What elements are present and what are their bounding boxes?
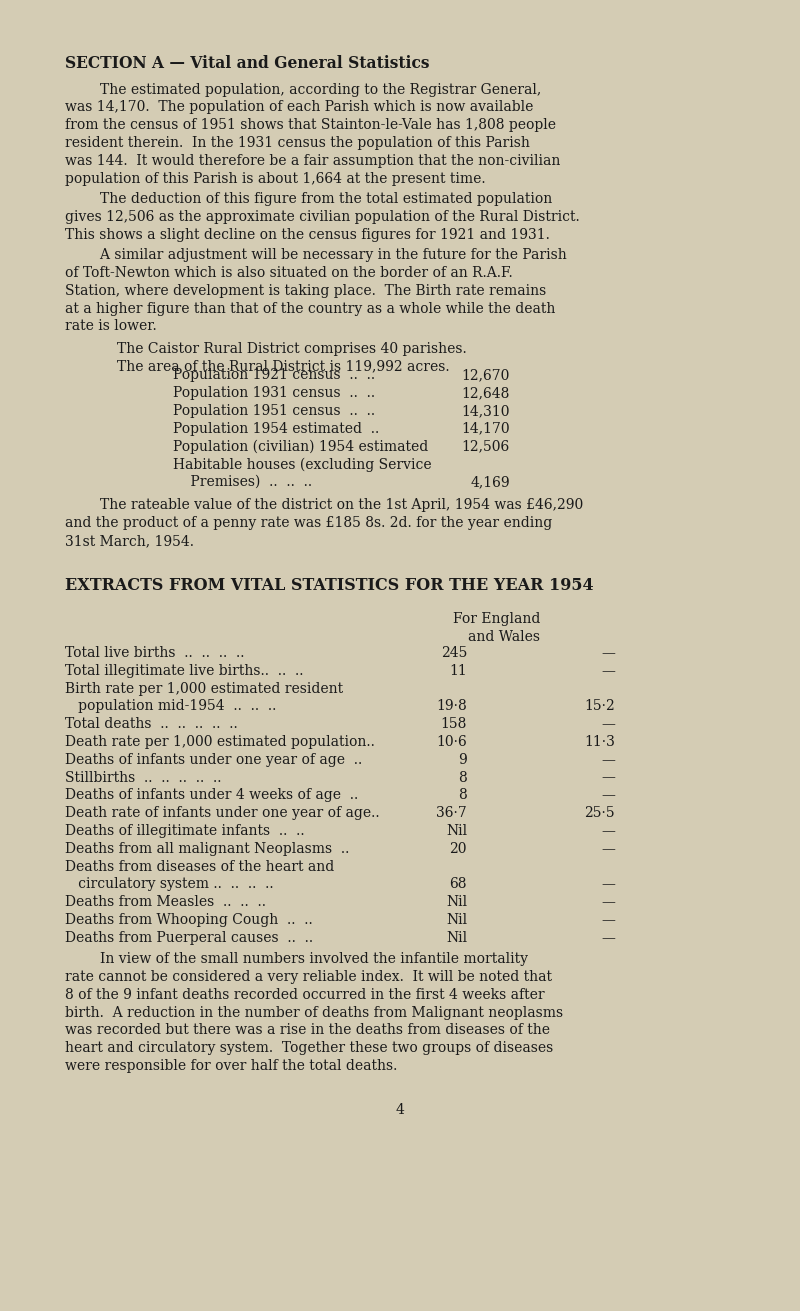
- Text: Nil: Nil: [446, 912, 467, 927]
- Text: and the product of a penny rate was £185 8s. 2d. for the year ending: and the product of a penny rate was £185…: [65, 517, 552, 530]
- Text: birth.  A reduction in the number of deaths from Malignant neoplasms: birth. A reduction in the number of deat…: [65, 1006, 563, 1020]
- Text: A similar adjustment will be necessary in the future for the Parish: A similar adjustment will be necessary i…: [65, 248, 566, 262]
- Text: —: —: [601, 646, 615, 659]
- Text: Death rate per 1,000 estimated population..: Death rate per 1,000 estimated populatio…: [65, 735, 375, 749]
- Text: was 14,170.  The population of each Parish which is now available: was 14,170. The population of each Paris…: [65, 101, 534, 114]
- Text: Population (civilian) 1954 estimated: Population (civilian) 1954 estimated: [173, 439, 428, 454]
- Text: —: —: [601, 717, 615, 732]
- Text: 14,170: 14,170: [462, 422, 510, 435]
- Text: Deaths from Whooping Cough  ..  ..: Deaths from Whooping Cough .. ..: [65, 912, 313, 927]
- Text: rate is lower.: rate is lower.: [65, 320, 157, 333]
- Text: 12,670: 12,670: [462, 368, 510, 383]
- Text: 31st March, 1954.: 31st March, 1954.: [65, 534, 194, 548]
- Text: EXTRACTS FROM VITAL STATISTICS FOR THE YEAR 1954: EXTRACTS FROM VITAL STATISTICS FOR THE Y…: [65, 577, 594, 594]
- Text: Stillbirths  ..  ..  ..  ..  ..: Stillbirths .. .. .. .. ..: [65, 771, 222, 784]
- Text: Deaths from all malignant Neoplasms  ..: Deaths from all malignant Neoplasms ..: [65, 842, 350, 856]
- Text: —: —: [601, 753, 615, 767]
- Text: 68: 68: [450, 877, 467, 891]
- Text: —: —: [601, 912, 615, 927]
- Text: This shows a slight decline on the census figures for 1921 and 1931.: This shows a slight decline on the censu…: [65, 228, 550, 241]
- Text: Deaths from diseases of the heart and: Deaths from diseases of the heart and: [65, 860, 334, 873]
- Text: and Wales: and Wales: [468, 631, 540, 644]
- Text: 14,310: 14,310: [462, 404, 510, 418]
- Text: Total live births  ..  ..  ..  ..: Total live births .. .. .. ..: [65, 646, 245, 659]
- Text: Station, where development is taking place.  The Birth rate remains: Station, where development is taking pla…: [65, 283, 546, 298]
- Text: of Toft-Newton which is also situated on the border of an R.A.F.: of Toft-Newton which is also situated on…: [65, 266, 513, 281]
- Text: 12,506: 12,506: [462, 439, 510, 454]
- Text: For England: For England: [453, 612, 540, 627]
- Text: heart and circulatory system.  Together these two groups of diseases: heart and circulatory system. Together t…: [65, 1041, 554, 1055]
- Text: gives 12,506 as the approximate civilian population of the Rural District.: gives 12,506 as the approximate civilian…: [65, 210, 580, 224]
- Text: from the census of 1951 shows that Stainton-le-Vale has 1,808 people: from the census of 1951 shows that Stain…: [65, 118, 556, 132]
- Text: 8: 8: [458, 771, 467, 784]
- Text: Death rate of infants under one year of age..: Death rate of infants under one year of …: [65, 806, 380, 821]
- Text: The Caistor Rural District comprises 40 parishes.: The Caistor Rural District comprises 40 …: [117, 342, 466, 355]
- Text: The estimated population, according to the Registrar General,: The estimated population, according to t…: [65, 83, 542, 97]
- Text: at a higher figure than that of the country as a whole while the death: at a higher figure than that of the coun…: [65, 302, 555, 316]
- Text: Population 1921 census  ..  ..: Population 1921 census .. ..: [173, 368, 375, 383]
- Text: Population 1951 census  ..  ..: Population 1951 census .. ..: [173, 404, 375, 418]
- Text: —: —: [601, 931, 615, 945]
- Text: 36·7: 36·7: [436, 806, 467, 821]
- Text: 11·3: 11·3: [584, 735, 615, 749]
- Text: Total deaths  ..  ..  ..  ..  ..: Total deaths .. .. .. .. ..: [65, 717, 238, 732]
- Text: was recorded but there was a rise in the deaths from diseases of the: was recorded but there was a rise in the…: [65, 1024, 550, 1037]
- Text: Nil: Nil: [446, 895, 467, 909]
- Text: population mid-1954  ..  ..  ..: population mid-1954 .. .. ..: [65, 699, 276, 713]
- Text: resident therein.  In the 1931 census the population of this Parish: resident therein. In the 1931 census the…: [65, 136, 530, 149]
- Text: —: —: [601, 771, 615, 784]
- Text: was 144.  It would therefore be a fair assumption that the non-civilian: was 144. It would therefore be a fair as…: [65, 153, 560, 168]
- Text: 245: 245: [441, 646, 467, 659]
- Text: —: —: [601, 788, 615, 802]
- Text: —: —: [601, 823, 615, 838]
- Text: Population 1931 census  ..  ..: Population 1931 census .. ..: [173, 385, 375, 400]
- Text: Premises)  ..  ..  ..: Premises) .. .. ..: [173, 475, 312, 489]
- Text: were responsible for over half the total deaths.: were responsible for over half the total…: [65, 1059, 398, 1072]
- Text: circulatory system ..  ..  ..  ..: circulatory system .. .. .. ..: [65, 877, 274, 891]
- Text: 12,648: 12,648: [462, 385, 510, 400]
- Text: —: —: [601, 842, 615, 856]
- Text: Total illegitimate live births..  ..  ..: Total illegitimate live births.. .. ..: [65, 663, 303, 678]
- Text: 25·5: 25·5: [584, 806, 615, 821]
- Text: Habitable houses (excluding Service: Habitable houses (excluding Service: [173, 458, 432, 472]
- Text: 20: 20: [450, 842, 467, 856]
- Text: rate cannot be considered a very reliable index.  It will be noted that: rate cannot be considered a very reliabl…: [65, 970, 552, 985]
- Text: —: —: [601, 895, 615, 909]
- Text: Deaths of illegitimate infants  ..  ..: Deaths of illegitimate infants .. ..: [65, 823, 305, 838]
- Text: SECTION A — Vital and General Statistics: SECTION A — Vital and General Statistics: [65, 55, 430, 72]
- Text: In view of the small numbers involved the infantile mortality: In view of the small numbers involved th…: [65, 952, 528, 966]
- Text: 8 of the 9 infant deaths recorded occurred in the first 4 weeks after: 8 of the 9 infant deaths recorded occurr…: [65, 987, 545, 1002]
- Text: —: —: [601, 663, 615, 678]
- Text: 11: 11: [450, 663, 467, 678]
- Text: The rateable value of the district on the 1st April, 1954 was £46,290: The rateable value of the district on th…: [65, 498, 583, 513]
- Text: 4: 4: [395, 1104, 405, 1117]
- Text: 19·8: 19·8: [436, 699, 467, 713]
- Text: Deaths of infants under 4 weeks of age  ..: Deaths of infants under 4 weeks of age .…: [65, 788, 358, 802]
- Text: population of this Parish is about 1,664 at the present time.: population of this Parish is about 1,664…: [65, 172, 486, 186]
- Text: Nil: Nil: [446, 931, 467, 945]
- Text: Deaths from Measles  ..  ..  ..: Deaths from Measles .. .. ..: [65, 895, 266, 909]
- Text: 158: 158: [441, 717, 467, 732]
- Text: Deaths of infants under one year of age  ..: Deaths of infants under one year of age …: [65, 753, 362, 767]
- Text: The deduction of this figure from the total estimated population: The deduction of this figure from the to…: [65, 191, 552, 206]
- Text: 4,169: 4,169: [470, 475, 510, 489]
- Text: 15·2: 15·2: [584, 699, 615, 713]
- Text: 10·6: 10·6: [436, 735, 467, 749]
- Text: Population 1954 estimated  ..: Population 1954 estimated ..: [173, 422, 379, 435]
- Text: Nil: Nil: [446, 823, 467, 838]
- Text: 8: 8: [458, 788, 467, 802]
- Text: Deaths from Puerperal causes  ..  ..: Deaths from Puerperal causes .. ..: [65, 931, 313, 945]
- Text: Birth rate per 1,000 estimated resident: Birth rate per 1,000 estimated resident: [65, 682, 343, 696]
- Text: 9: 9: [458, 753, 467, 767]
- Text: —: —: [601, 877, 615, 891]
- Text: The area of the Rural District is 119,992 acres.: The area of the Rural District is 119,99…: [117, 359, 450, 374]
